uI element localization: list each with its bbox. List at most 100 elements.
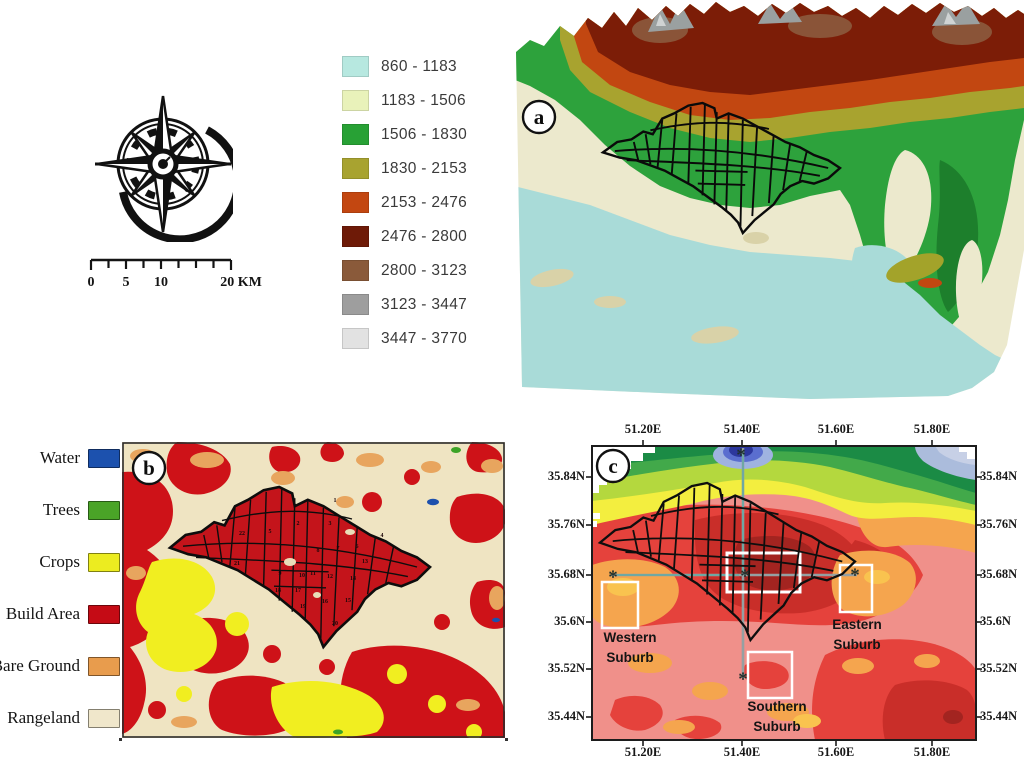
map-corner-mark	[505, 738, 508, 741]
landuse-legend-item: Trees	[6, 500, 120, 520]
elevation-legend: 860 - 1183 1183 - 1506 1506 - 1830 1830 - 2…	[342, 56, 492, 362]
landuse-class-label: Crops	[39, 552, 80, 571]
panel-a-letter: a	[534, 105, 545, 129]
city-speckles	[284, 529, 355, 598]
panel-a-terrain-map: a	[516, 2, 1024, 399]
elevation-legend-item: 1183 - 1506	[342, 90, 492, 111]
elevation-range-label: 3447 - 3770	[381, 329, 468, 347]
map-x-tick-label: 51.20E	[624, 745, 662, 759]
elevation-legend-item: 1506 - 1830	[342, 124, 492, 145]
station-markers: * * * * *	[608, 445, 860, 690]
landuse-class-label: Build Area	[5, 604, 80, 623]
elevation-swatch	[342, 124, 369, 145]
panel-a-label: a	[521, 99, 557, 135]
scale-label-20km: 20 KM	[220, 275, 262, 290]
elevation-legend-item: 1830 - 2153	[342, 158, 492, 179]
landuse-class-label: Bare Ground	[0, 656, 80, 675]
elevation-swatch	[342, 260, 369, 281]
elevation-range-label: 3123 - 3447	[381, 295, 468, 313]
map-x-tick-label: 51.80E	[913, 422, 951, 436]
map-y-tick-label: 35.44N	[980, 709, 1018, 723]
southern-suburb-box	[746, 650, 794, 700]
suburb-label: Western Suburb	[603, 630, 657, 666]
landuse-legend-item: Bare Ground	[0, 656, 120, 676]
crops-blobs	[136, 558, 482, 738]
landuse-class-label: Water	[39, 448, 80, 467]
panel-c-label: c	[595, 448, 631, 484]
compass-rose-icon	[95, 95, 233, 242]
marker-north: *	[736, 445, 746, 466]
landuse-swatch	[88, 448, 120, 468]
map-x-tick-label: 51.40E	[723, 745, 761, 759]
landuse-legend-item: Crops	[6, 552, 120, 572]
map-y-tick-label: 35.84N	[980, 469, 1018, 483]
map-ticks	[586, 440, 982, 746]
map-x-tick-label: 51.60E	[817, 745, 855, 759]
tree-specks	[333, 447, 461, 735]
western-suburb-box	[600, 580, 640, 630]
map-y-tick-label: 35.44N	[547, 709, 585, 723]
elevation-swatch	[342, 56, 369, 77]
elevation-legend-item: 2153 - 2476	[342, 192, 492, 213]
map-y-tick-label: 35.6N	[980, 614, 1011, 628]
suburb-label: Southern Suburb	[747, 699, 807, 735]
elevation-swatch	[342, 226, 369, 247]
elevation-range-label: 1830 - 2153	[381, 159, 468, 177]
marker-east: *	[850, 565, 860, 586]
scale-label-5: 5	[123, 275, 130, 290]
map-y-tick-label: 35.6N	[554, 614, 585, 628]
elevation-legend-item: 860 - 1183	[342, 56, 492, 77]
marker-center: *	[740, 566, 750, 587]
elevation-swatch	[342, 158, 369, 179]
panel-c-letter: c	[608, 454, 617, 478]
landuse-swatch	[88, 656, 120, 676]
landuse-swatch	[88, 552, 120, 572]
panel-c-heat-svg: * * * * *	[586, 440, 982, 746]
landuse-legend-item: Build Area	[6, 604, 120, 624]
elevation-range-label: 1183 - 1506	[381, 91, 466, 109]
elevation-swatch	[342, 328, 369, 349]
landuse-swatch	[88, 500, 120, 520]
elevation-swatch	[342, 90, 369, 111]
map-y-tick-label: 35.52N	[980, 661, 1018, 675]
panel-b-letter: b	[143, 456, 155, 480]
map-x-tick-label: 51.20E	[624, 422, 662, 436]
map-y-tick-label: 35.68N	[980, 567, 1018, 581]
marker-west: *	[608, 567, 618, 588]
landuse-swatch	[88, 604, 120, 624]
map-y-tick-label: 35.84N	[547, 469, 585, 483]
terrain-bands	[516, 2, 1024, 399]
scale-bar-ticks	[89, 260, 233, 270]
landuse-legend-item: Rangeland	[6, 708, 120, 728]
lowland-hills	[530, 232, 769, 344]
eastern-suburb-box	[838, 563, 874, 614]
elevation-range-label: 2476 - 2800	[381, 227, 468, 245]
elevation-legend-item: 2476 - 2800	[342, 226, 492, 247]
panel-b-landuse-svg: b	[122, 442, 505, 738]
scale-label-10: 10	[154, 275, 168, 290]
suburb-label: Eastern Suburb	[832, 617, 882, 653]
elevation-swatch	[342, 192, 369, 213]
panel-b-map: b 1 2 3 4 5 6 7 8 9 10 11 12 13 14 15 16 17 18 19 20 21 22	[119, 442, 508, 741]
elevation-range-label: 2153 - 2476	[381, 193, 468, 211]
map-y-tick-label: 35.52N	[547, 661, 585, 675]
heat-field: * * * * *	[592, 445, 976, 740]
dark-green-band	[592, 446, 976, 493]
scale-bar: 0 5 10 20 KM	[88, 258, 262, 290]
landuse-swatch	[88, 708, 120, 728]
map-x-tick-label: 51.80E	[913, 745, 951, 759]
elevation-swatch	[342, 294, 369, 315]
east-ridge-olive	[886, 253, 944, 283]
elevation-range-label: 1506 - 1830	[381, 125, 468, 143]
map-x-tick-label: 51.60E	[817, 422, 855, 436]
panel-b-label: b	[131, 450, 167, 486]
map-y-tick-label: 35.68N	[547, 567, 585, 581]
landuse-legend-item: Water	[6, 448, 120, 468]
elevation-legend-item: 2800 - 3123	[342, 260, 492, 281]
map-y-tick-label: 35.76N	[547, 517, 585, 531]
panel-c: * * * * *	[548, 422, 1024, 765]
map-y-tick-label: 35.76N	[980, 517, 1018, 531]
map-corner-mark	[119, 738, 122, 741]
elevation-legend-item: 3123 - 3447	[342, 294, 492, 315]
